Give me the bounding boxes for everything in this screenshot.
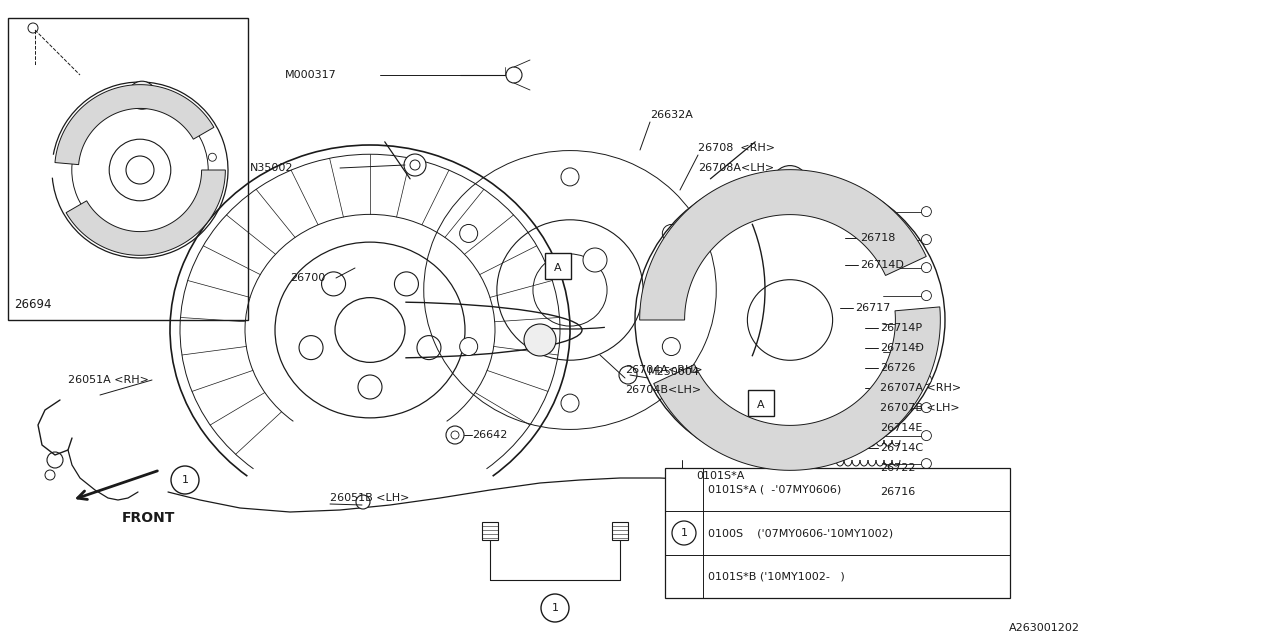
Bar <box>483 522 498 540</box>
Text: 26694: 26694 <box>14 298 51 312</box>
Text: 26708  <RH>: 26708 <RH> <box>698 143 774 153</box>
Text: 26726: 26726 <box>881 363 915 373</box>
Text: 26051B <LH>: 26051B <LH> <box>330 493 410 503</box>
Text: FRONT: FRONT <box>122 511 174 525</box>
Text: 26717: 26717 <box>855 303 891 313</box>
Text: 26707A <RH>: 26707A <RH> <box>881 383 961 393</box>
Circle shape <box>673 469 687 483</box>
Circle shape <box>772 166 808 202</box>
Text: 26707B <LH>: 26707B <LH> <box>881 403 960 413</box>
Text: 26714D: 26714D <box>860 260 904 270</box>
Text: A: A <box>758 400 765 410</box>
Circle shape <box>460 225 477 243</box>
Text: 26722: 26722 <box>881 463 915 473</box>
Circle shape <box>300 335 323 360</box>
Text: 26704A<RH>: 26704A<RH> <box>625 365 703 375</box>
Text: 1: 1 <box>552 603 558 613</box>
Circle shape <box>922 235 932 244</box>
Circle shape <box>358 375 381 399</box>
Polygon shape <box>67 170 225 255</box>
Circle shape <box>172 466 198 494</box>
Circle shape <box>922 347 932 356</box>
Circle shape <box>561 168 579 186</box>
Text: 26704B<LH>: 26704B<LH> <box>625 385 701 395</box>
Text: 26642: 26642 <box>472 430 507 440</box>
Circle shape <box>672 521 696 545</box>
Circle shape <box>356 495 370 509</box>
Circle shape <box>662 337 681 356</box>
Bar <box>612 522 628 540</box>
Circle shape <box>445 426 465 444</box>
Circle shape <box>620 366 637 384</box>
Text: 26714E: 26714E <box>881 423 923 433</box>
Text: M000317: M000317 <box>285 70 337 80</box>
Circle shape <box>922 207 932 216</box>
Text: 26714C: 26714C <box>881 443 923 453</box>
Text: 0101S*B ('10MY1002-   ): 0101S*B ('10MY1002- ) <box>708 572 845 581</box>
Text: A263001202: A263001202 <box>1009 623 1080 633</box>
Circle shape <box>561 394 579 412</box>
Circle shape <box>524 324 556 356</box>
Circle shape <box>417 335 442 360</box>
Text: 26714Ð: 26714Ð <box>881 343 924 353</box>
Circle shape <box>460 337 477 356</box>
Bar <box>748 390 774 416</box>
Circle shape <box>662 225 681 243</box>
Text: 0101S*A: 0101S*A <box>696 471 745 481</box>
Circle shape <box>922 459 932 468</box>
Circle shape <box>404 154 426 176</box>
Circle shape <box>582 248 607 272</box>
Circle shape <box>506 67 522 83</box>
Polygon shape <box>55 84 214 164</box>
Circle shape <box>451 431 460 439</box>
Text: 26718: 26718 <box>860 233 896 243</box>
Circle shape <box>321 272 346 296</box>
Circle shape <box>922 403 932 413</box>
Circle shape <box>541 594 570 622</box>
Bar <box>666 468 1010 598</box>
Text: 1: 1 <box>182 475 188 485</box>
Text: 26708A<LH>: 26708A<LH> <box>698 163 774 173</box>
Text: 26716: 26716 <box>881 487 915 497</box>
Circle shape <box>410 160 420 170</box>
Circle shape <box>394 272 419 296</box>
Polygon shape <box>640 170 927 320</box>
Text: A: A <box>554 263 562 273</box>
Text: 26632A: 26632A <box>650 110 692 120</box>
Text: M250004: M250004 <box>648 367 700 377</box>
Circle shape <box>922 291 932 301</box>
Text: N35002: N35002 <box>250 163 293 173</box>
Text: 1: 1 <box>681 528 687 538</box>
Text: 0101S*A (  -'07MY0606): 0101S*A ( -'07MY0606) <box>708 484 841 495</box>
Text: 26051A <RH>: 26051A <RH> <box>68 375 148 385</box>
Circle shape <box>922 374 932 385</box>
Text: 0100S    ('07MY0606-'10MY1002): 0100S ('07MY0606-'10MY1002) <box>708 528 893 538</box>
Circle shape <box>922 319 932 328</box>
Polygon shape <box>654 307 941 470</box>
Circle shape <box>128 81 156 109</box>
Circle shape <box>136 89 148 101</box>
Bar <box>545 253 571 279</box>
Bar <box>8 18 248 320</box>
Circle shape <box>922 262 932 273</box>
Circle shape <box>675 469 689 483</box>
Text: 26700: 26700 <box>291 273 325 283</box>
Text: 26714P: 26714P <box>881 323 922 333</box>
Circle shape <box>922 431 932 440</box>
